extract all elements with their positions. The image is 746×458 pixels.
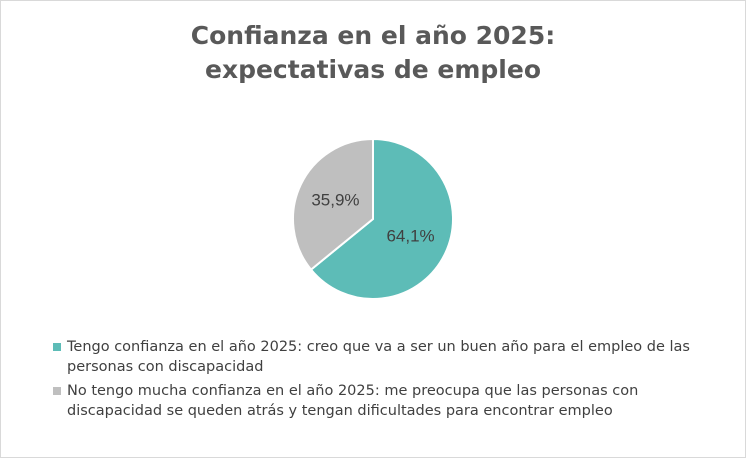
pie-slice-confidence xyxy=(309,137,454,300)
legend-label-no-confidence: No tengo mucha confianza en el año 2025:… xyxy=(67,383,639,419)
legend-swatch-no-confidence xyxy=(53,387,61,395)
chart-title: Confianza en el año 2025: expectativas d… xyxy=(1,19,745,87)
pie-data-labels: 64,1% 35,9% xyxy=(311,191,434,246)
data-label-no-confidence: 35,9% xyxy=(311,191,359,210)
data-label-confidence: 64,1% xyxy=(386,226,434,245)
pie-slice-no-confidence xyxy=(292,137,374,272)
chart-title-line-1: Confianza en el año 2025: xyxy=(190,21,556,50)
legend-item-no-confidence: No tengo mucha confianza en el año 2025:… xyxy=(53,381,703,421)
legend-item-confidence: Tengo confianza en el año 2025: creo que… xyxy=(53,337,703,377)
chart-title-line-2: expectativas de empleo xyxy=(205,55,541,84)
legend-swatch-confidence xyxy=(53,343,61,351)
pie-slices xyxy=(292,137,454,300)
legend-label-confidence: Tengo confianza en el año 2025: creo que… xyxy=(67,339,690,375)
pie-chart: 64,1% 35,9% xyxy=(292,137,454,300)
chart-legend: Tengo confianza en el año 2025: creo que… xyxy=(53,337,703,425)
